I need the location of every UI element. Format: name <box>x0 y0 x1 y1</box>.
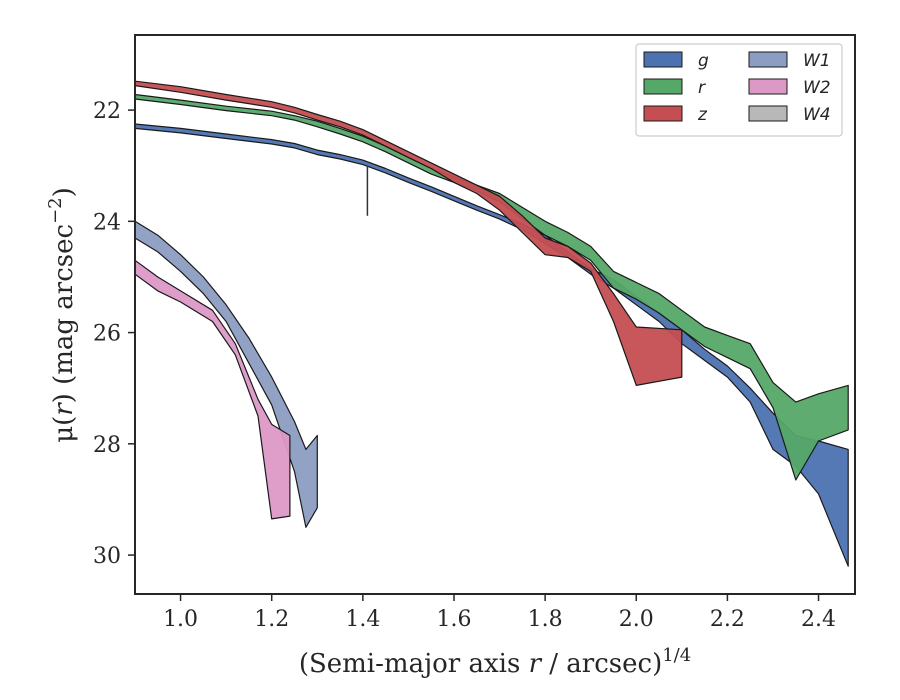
legend-swatch-g <box>643 51 683 68</box>
legend-label-z: z <box>697 105 708 125</box>
band-g <box>134 123 849 567</box>
x-tick-label: 1.8 <box>528 607 563 632</box>
x-tick-label: 2.4 <box>801 607 836 632</box>
legend-swatch-z <box>643 105 683 122</box>
legend-swatch-r <box>643 78 683 95</box>
band-W1 <box>134 220 318 528</box>
x-tick-label: 1.0 <box>163 607 198 632</box>
x-tick-label: 1.2 <box>254 607 289 632</box>
y-tick-label: 30 <box>93 544 121 569</box>
legend: grz W1 W2 W4 <box>635 43 843 137</box>
x-tick-label: 2.2 <box>710 607 745 632</box>
legend-swatch-W1 <box>748 51 788 68</box>
plot-frame <box>134 34 856 595</box>
x-tick-label: 1.6 <box>436 607 471 632</box>
legend-label-W2: W2 <box>803 78 831 98</box>
y-tick-label: 24 <box>93 210 121 235</box>
band-z <box>134 80 683 386</box>
band-W2 <box>134 259 291 520</box>
y-tick-label: 26 <box>93 322 121 347</box>
y-axis: 22 24 26 28 30 <box>93 99 135 569</box>
x-tick-label: 2.0 <box>619 607 654 632</box>
legend-swatch-W4 <box>748 105 788 122</box>
profile-bands <box>134 80 849 567</box>
y-tick-label: 22 <box>93 99 121 124</box>
x-axis-title: (Semi-major axis r / arcsec)1/4 <box>299 645 691 679</box>
legend-label-r: r <box>698 78 706 98</box>
legend-swatch-W2 <box>748 78 788 95</box>
legend-label-W4: W4 <box>803 105 831 125</box>
legend-label-W1: W1 <box>803 51 831 71</box>
x-tick-label: 1.4 <box>345 607 380 632</box>
band-r <box>134 93 849 481</box>
y-tick-label: 28 <box>93 433 121 458</box>
legend-label-g: g <box>698 51 709 71</box>
x-axis: 1.0 1.2 1.4 1.6 1.8 2.0 2.2 2.4 <box>163 594 836 632</box>
y-axis-title: μ(r) (mag arcsec−2) <box>45 187 79 443</box>
legend-frame <box>635 43 843 137</box>
